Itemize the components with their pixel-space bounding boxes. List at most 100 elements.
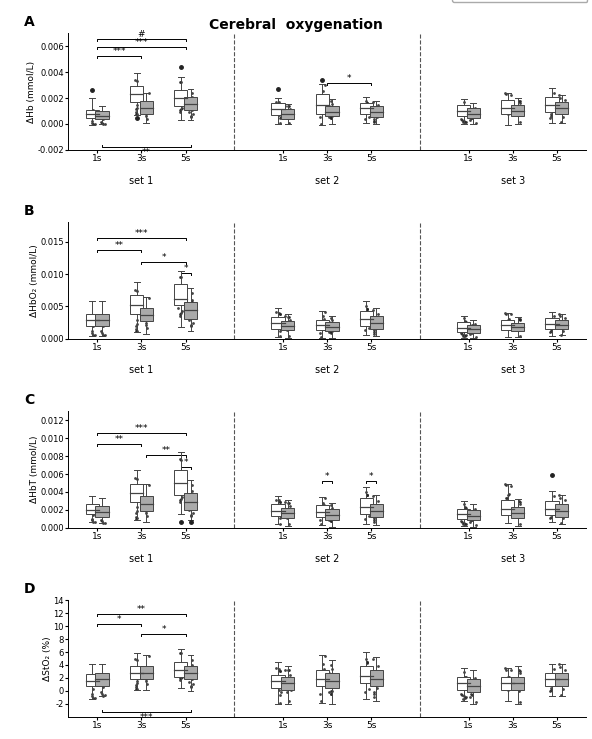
Point [98, 113, 108, 125]
Point [186, 319, 195, 331]
Text: set 2: set 2 [315, 554, 339, 564]
Point [369, 517, 379, 528]
Point [176, 494, 185, 505]
Point [317, 676, 327, 688]
Point [556, 493, 565, 505]
Point [178, 480, 188, 492]
Point [546, 684, 556, 696]
Point [286, 103, 295, 115]
Point [551, 94, 560, 106]
Bar [271, 504, 285, 516]
Point [176, 674, 185, 686]
Point [280, 100, 289, 112]
Point [467, 514, 477, 526]
Point [372, 507, 381, 519]
Point [98, 507, 108, 519]
Point [369, 674, 378, 686]
Point [186, 296, 196, 308]
Point [187, 311, 197, 323]
Point [459, 517, 469, 528]
Point [560, 494, 570, 506]
Point [362, 303, 372, 315]
Text: *: * [161, 624, 166, 634]
Point [503, 316, 512, 327]
Point [514, 313, 524, 324]
Point [314, 670, 324, 682]
Point [88, 673, 98, 685]
Point [467, 327, 477, 338]
Point [315, 327, 324, 338]
Point [95, 508, 104, 520]
Text: *: * [184, 457, 188, 466]
Point [176, 647, 185, 659]
Point [133, 473, 142, 485]
Point [177, 298, 186, 310]
Point [141, 673, 150, 685]
Point [131, 284, 140, 296]
Point [318, 658, 328, 670]
Point [506, 89, 516, 101]
Bar [140, 667, 153, 679]
Point [188, 293, 197, 305]
Bar [95, 672, 109, 686]
Text: Cerebral  oxygenation: Cerebral oxygenation [209, 18, 383, 33]
Point [98, 108, 108, 120]
Text: set 1: set 1 [129, 176, 153, 185]
Point [143, 495, 153, 507]
Point [144, 87, 153, 99]
Text: set 3: set 3 [501, 364, 525, 375]
Point [284, 310, 293, 322]
Point [284, 664, 293, 676]
Point [173, 100, 183, 112]
Point [324, 514, 334, 526]
Text: **: ** [142, 148, 151, 157]
Point [98, 674, 108, 686]
Point [188, 92, 197, 103]
Point [545, 685, 554, 697]
Point [516, 330, 525, 341]
Point [320, 79, 330, 91]
Point [363, 106, 373, 118]
Point [95, 316, 104, 328]
Point [548, 321, 558, 333]
Point [131, 472, 140, 484]
Point [327, 502, 337, 514]
Point [548, 679, 558, 691]
Point [560, 94, 570, 106]
Y-axis label: ΔHb (mmol/L): ΔHb (mmol/L) [27, 61, 36, 123]
Point [558, 501, 567, 513]
Point [546, 682, 556, 694]
Point [546, 511, 556, 522]
Point [317, 320, 327, 332]
Point [315, 688, 324, 700]
Point [545, 512, 554, 524]
Point [100, 689, 110, 701]
Point [98, 109, 108, 121]
Point [320, 507, 329, 519]
Point [320, 306, 330, 318]
Text: ***: *** [135, 38, 148, 47]
Point [141, 313, 150, 325]
Point [369, 317, 378, 329]
Point [316, 100, 325, 112]
Bar [545, 501, 559, 515]
Point [362, 489, 372, 501]
Bar [95, 314, 109, 326]
Point [320, 90, 329, 102]
Point [501, 87, 510, 99]
Point [468, 678, 477, 690]
Point [98, 516, 107, 528]
Point [272, 96, 281, 108]
Point [558, 316, 567, 328]
Point [140, 305, 149, 317]
Text: D: D [24, 582, 36, 596]
Text: set 3: set 3 [501, 176, 525, 185]
Point [327, 111, 336, 123]
Point [189, 109, 198, 120]
Point [362, 665, 371, 677]
Point [143, 678, 152, 690]
Point [173, 302, 183, 314]
Point [558, 111, 568, 123]
Point [282, 316, 292, 328]
Bar [184, 667, 197, 679]
